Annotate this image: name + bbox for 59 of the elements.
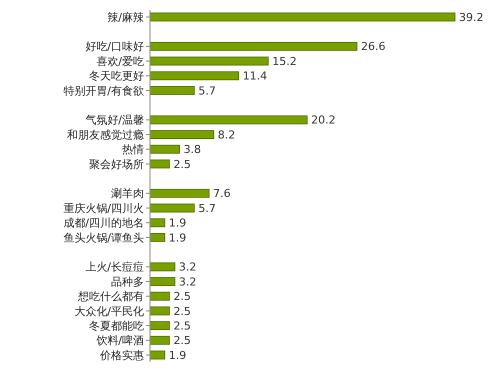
data-label: 2.5 [173, 304, 191, 318]
bar [150, 336, 170, 345]
bar [150, 71, 240, 80]
data-label: 15.2 [272, 54, 297, 68]
bar [150, 12, 456, 22]
y-tick-label: 上火/长痘痘 [85, 260, 144, 274]
data-label: 20.2 [311, 114, 336, 127]
y-tick-label: 冬天吃更好 [89, 70, 144, 83]
bar [150, 188, 210, 198]
y-tick-label: 热情 [122, 143, 144, 156]
bar [150, 292, 170, 301]
data-label: 2.5 [173, 334, 191, 348]
data-label: 3.8 [184, 143, 202, 156]
y-tick-label: 喜欢/爱吃 [96, 54, 144, 68]
data-label: 1.9 [168, 348, 186, 362]
y-tick-label: 气氛好/温馨 [85, 114, 144, 127]
data-label: 8.2 [218, 128, 236, 142]
bar [150, 321, 170, 330]
bar [150, 233, 166, 242]
y-tick-label: 饮料/啤酒 [95, 334, 144, 348]
y-tick-label: 好吃/口味好 [85, 40, 144, 54]
y-tick-label: 鱼头火锅/谭鱼头 [63, 231, 144, 244]
data-label: 3.2 [178, 260, 196, 274]
data-label: 11.4 [242, 70, 268, 83]
bar [150, 306, 170, 316]
bar [150, 56, 269, 66]
bar [150, 277, 176, 286]
y-tick-label: 想吃什么都有 [77, 290, 144, 304]
bar [150, 115, 308, 124]
bar [150, 130, 214, 139]
y-tick-label: 辣/麻辣 [107, 10, 144, 24]
y-tick-label: 冬夏都能吃 [89, 319, 144, 332]
y-tick-label: 大众化/平民化 [74, 304, 144, 318]
data-label: 1.9 [168, 216, 186, 230]
y-tick-label: 重庆火锅/四川火 [63, 202, 144, 215]
y-tick-label: 价格实惠 [99, 348, 144, 362]
data-label: 39.2 [459, 10, 484, 24]
y-tick-label: 和朋友感觉过瘾 [67, 128, 144, 142]
data-label: 7.6 [213, 187, 231, 200]
y-tick-label: 聚会好场所 [89, 158, 144, 171]
bar [150, 42, 358, 51]
data-label: 2.5 [173, 319, 191, 332]
y-tick-label: 成都/四川的地名 [63, 216, 144, 230]
data-label: 5.7 [198, 84, 216, 98]
y-tick-label: 特别开胃/有食欲 [63, 84, 144, 98]
data-label: 1.9 [168, 231, 186, 244]
data-label: 5.7 [198, 202, 216, 215]
data-label: 3.2 [178, 275, 196, 288]
data-label: 2.5 [173, 158, 191, 171]
bar [150, 160, 170, 168]
data-label: 26.6 [360, 40, 386, 54]
data-label: 2.5 [173, 290, 191, 304]
bar [150, 204, 195, 212]
bar [150, 262, 176, 272]
bar [150, 86, 195, 95]
bar [150, 350, 166, 360]
bar [150, 144, 180, 154]
y-tick-label: 涮羊肉 [111, 187, 144, 200]
y-tick-label: 品种多 [111, 275, 144, 288]
